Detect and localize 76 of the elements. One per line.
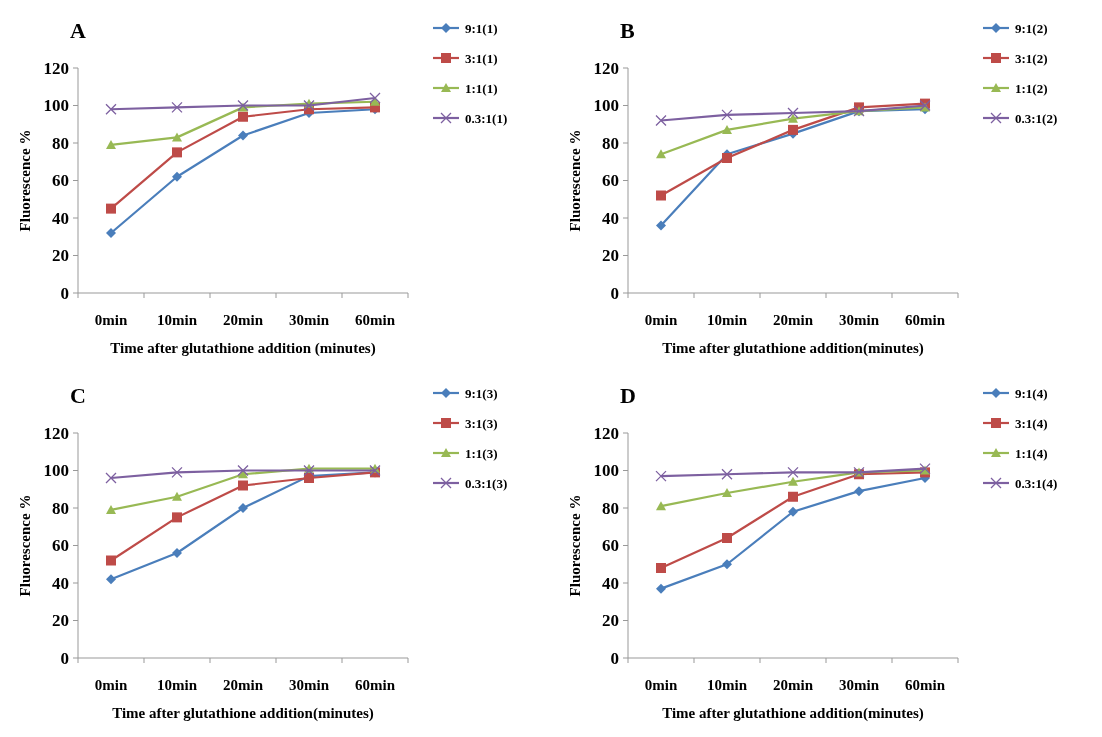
x-tick-label: 20min xyxy=(772,677,814,693)
y-axis-title: Fluorescence % xyxy=(567,129,583,232)
x-tick-label: 10min xyxy=(706,312,748,328)
y-axis-title: Fluorescence % xyxy=(17,129,33,232)
y-tick-label: 0 xyxy=(610,283,619,303)
y-tick-label: 80 xyxy=(602,498,619,518)
y-tick-label: 100 xyxy=(593,96,619,116)
y-tick-label: 100 xyxy=(43,461,69,481)
x-tick-label: 10min xyxy=(156,677,198,693)
y-tick-label: 80 xyxy=(602,133,619,153)
legend-label: 1:1(1) xyxy=(465,80,498,96)
y-axis-title: Fluorescence % xyxy=(567,494,583,597)
x-tick-label: 30min xyxy=(288,312,330,328)
x-tick-label: 60min xyxy=(904,312,946,328)
x-tick-label: 0min xyxy=(644,312,678,328)
x-tick-label: 10min xyxy=(706,677,748,693)
x-tick-label: 20min xyxy=(772,312,814,328)
y-tick-label: 20 xyxy=(52,246,69,266)
x-axis-title: Time after glutathione addition (minutes) xyxy=(110,340,376,357)
x-tick-label: 60min xyxy=(904,677,946,693)
y-tick-label: 0 xyxy=(60,283,69,303)
x-tick-label: 0min xyxy=(644,677,678,693)
x-tick-label: 60min xyxy=(354,312,396,328)
legend-label: 3:1(1) xyxy=(465,50,498,66)
legend-label: 1:1(3) xyxy=(465,445,498,461)
y-tick-label: 0 xyxy=(60,648,69,668)
legend-label: 3:1(3) xyxy=(465,415,498,431)
y-tick-label: 60 xyxy=(602,171,619,191)
x-axis-title: Time after glutathione addition(minutes) xyxy=(662,340,924,357)
x-tick-label: 30min xyxy=(288,677,330,693)
y-tick-label: 60 xyxy=(52,536,69,556)
chart-title: B xyxy=(620,18,635,43)
y-tick-label: 120 xyxy=(43,423,69,443)
y-tick-label: 40 xyxy=(52,208,69,228)
x-axis-title: Time after glutathione addition(minutes) xyxy=(112,705,374,722)
y-tick-label: 60 xyxy=(602,536,619,556)
x-tick-label: 0min xyxy=(94,677,128,693)
legend-label: 3:1(2) xyxy=(1015,50,1048,66)
legend-label: 9:1(4) xyxy=(1015,385,1048,401)
chart-title: D xyxy=(620,383,636,408)
x-tick-label: 60min xyxy=(354,677,396,693)
y-tick-label: 20 xyxy=(602,246,619,266)
y-tick-label: 80 xyxy=(52,133,69,153)
legend-label: 0.3:1(4) xyxy=(1015,475,1058,491)
y-tick-label: 120 xyxy=(593,423,619,443)
y-tick-label: 100 xyxy=(43,96,69,116)
y-tick-label: 40 xyxy=(602,208,619,228)
legend-label: 0.3:1(3) xyxy=(465,475,508,491)
legend-label: 0.3:1(1) xyxy=(465,110,508,126)
chart-title: A xyxy=(70,18,86,43)
y-tick-label: 40 xyxy=(52,573,69,593)
legend-label: 1:1(4) xyxy=(1015,445,1048,461)
legend-label: 9:1(2) xyxy=(1015,20,1048,36)
x-tick-label: 10min xyxy=(156,312,198,328)
x-tick-label: 30min xyxy=(838,312,880,328)
x-axis-title: Time after glutathione addition(minutes) xyxy=(662,705,924,722)
legend-label: 3:1(4) xyxy=(1015,415,1048,431)
x-tick-label: 0min xyxy=(94,312,128,328)
chart-title: C xyxy=(70,383,86,408)
y-tick-label: 120 xyxy=(593,58,619,78)
y-tick-label: 80 xyxy=(52,498,69,518)
x-tick-label: 20min xyxy=(222,312,264,328)
y-tick-label: 0 xyxy=(610,648,619,668)
y-tick-label: 40 xyxy=(602,573,619,593)
legend-label: 9:1(3) xyxy=(465,385,498,401)
y-tick-label: 120 xyxy=(43,58,69,78)
legend-label: 9:1(1) xyxy=(465,20,498,36)
x-tick-label: 30min xyxy=(838,677,880,693)
y-tick-label: 20 xyxy=(52,611,69,631)
legend-label: 1:1(2) xyxy=(1015,80,1048,96)
y-tick-label: 20 xyxy=(602,611,619,631)
y-tick-label: 60 xyxy=(52,171,69,191)
legend-label: 0.3:1(2) xyxy=(1015,110,1058,126)
y-tick-label: 100 xyxy=(593,461,619,481)
x-tick-label: 20min xyxy=(222,677,264,693)
y-axis-title: Fluorescence % xyxy=(17,494,33,597)
